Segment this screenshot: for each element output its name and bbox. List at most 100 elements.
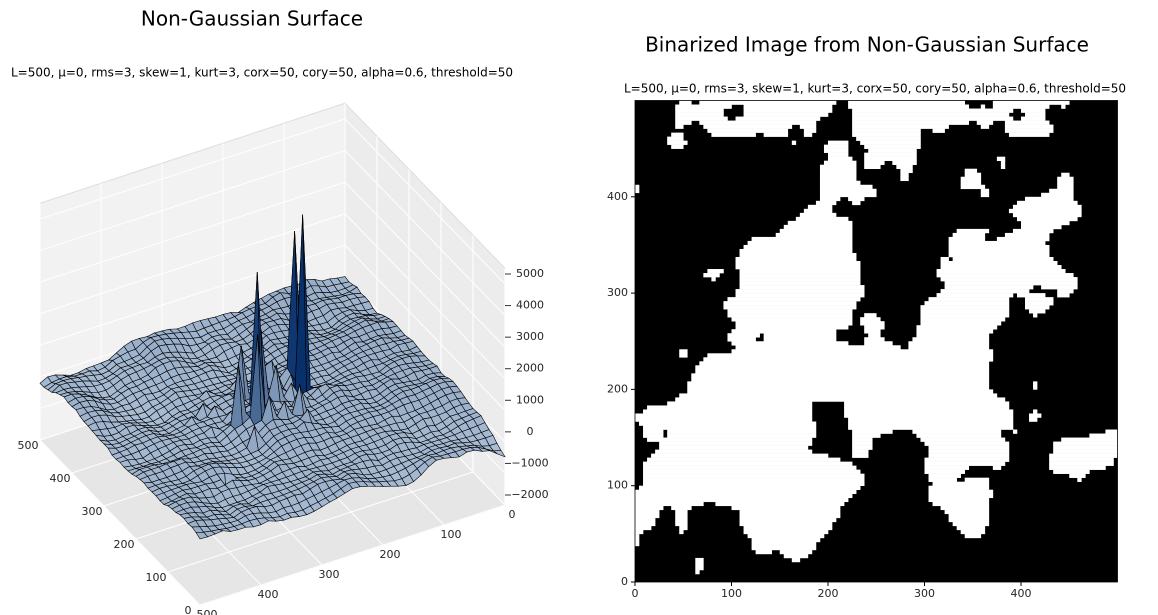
axes-frame xyxy=(634,100,1118,583)
image-pixels xyxy=(643,473,865,478)
image-pixels xyxy=(819,192,877,198)
image-pixels xyxy=(932,481,990,486)
image-pixels xyxy=(852,112,1010,117)
image-pixels xyxy=(687,389,994,394)
image-pixels xyxy=(643,461,853,466)
image-pixels xyxy=(735,116,821,121)
image-pixels xyxy=(1012,212,1082,218)
image-pixels xyxy=(703,357,994,362)
image-pixels xyxy=(739,269,861,274)
image-pixels xyxy=(944,509,990,515)
image-pixels xyxy=(1041,192,1074,198)
image-pixels xyxy=(691,373,990,378)
image-pixels xyxy=(948,513,990,519)
image-pixels xyxy=(928,477,957,482)
image-pixels xyxy=(675,517,688,523)
image-pixels xyxy=(643,477,865,482)
image-pixels xyxy=(691,377,990,382)
image-pixels xyxy=(1057,293,1070,298)
image-pixels xyxy=(635,521,656,527)
image-pixels xyxy=(960,529,986,535)
image-pixels xyxy=(783,224,853,230)
image-pixels xyxy=(791,557,801,563)
image-pixels xyxy=(1000,160,1006,165)
image-pixels xyxy=(1025,301,1054,306)
image-pixels xyxy=(852,132,921,137)
x-tick-label: 200 xyxy=(818,587,839,600)
image-pixels xyxy=(916,433,1002,438)
image-pixels xyxy=(735,256,857,262)
image-pixels xyxy=(675,104,732,109)
image-pixels xyxy=(643,465,857,470)
image-pixels xyxy=(667,140,688,145)
image-pixels xyxy=(679,100,692,105)
z-tick-label: 2000 xyxy=(516,362,544,375)
image-pixels xyxy=(900,168,913,174)
image-pixels xyxy=(864,341,893,346)
image-pixels xyxy=(731,349,994,354)
x-tick-label: 400 xyxy=(50,472,71,485)
image-pixels xyxy=(739,509,841,515)
image-pixels xyxy=(819,188,877,194)
image-pixels xyxy=(643,409,813,414)
image-pixels xyxy=(848,100,966,105)
image-pixels xyxy=(912,337,990,342)
image-pixels xyxy=(1053,441,1118,446)
image-pixels xyxy=(960,184,986,190)
image-pixels xyxy=(667,401,813,406)
image-pixels xyxy=(1033,409,1038,414)
y-tick-label: 200 xyxy=(607,382,628,395)
image-pixels xyxy=(1057,289,1074,294)
image-pixels xyxy=(635,505,664,511)
image-pixels xyxy=(763,333,837,338)
image-pixels xyxy=(707,269,724,274)
image-pixels xyxy=(711,277,716,282)
image-pixels xyxy=(928,485,990,491)
image-pixels xyxy=(848,417,1014,422)
image-pixels xyxy=(940,289,1030,294)
image-pixels xyxy=(791,140,797,145)
image-pixels xyxy=(731,317,853,322)
image-pixels xyxy=(1089,433,1118,438)
image-pixels xyxy=(864,164,881,170)
image-pixels xyxy=(928,497,990,503)
image-pixels xyxy=(860,317,881,322)
x-tick-label: 100 xyxy=(146,571,167,584)
image-pixels xyxy=(659,445,809,450)
image-pixels xyxy=(671,132,684,137)
y-tick-label: 100 xyxy=(607,479,628,492)
image-pixels xyxy=(803,128,817,133)
image-pixels xyxy=(956,525,986,531)
image-pixels xyxy=(1049,457,1114,462)
image-pixels xyxy=(1025,297,1054,302)
image-pixels xyxy=(980,188,990,194)
image-pixels xyxy=(828,156,853,161)
left-title: Non-Gaussian Surface xyxy=(141,7,363,31)
image-pixels xyxy=(1053,445,1118,450)
image-pixels xyxy=(912,429,1002,434)
image-pixels xyxy=(1029,413,1042,418)
image-pixels xyxy=(920,313,1010,318)
image-pixels xyxy=(763,132,789,137)
image-pixels xyxy=(635,533,640,539)
image-pixels xyxy=(1105,429,1118,434)
image-pixels xyxy=(1041,285,1078,290)
image-pixels xyxy=(707,128,789,133)
image-pixels xyxy=(936,293,1014,298)
image-pixels xyxy=(848,425,1014,430)
image-pixels xyxy=(1016,200,1078,206)
image-pixels xyxy=(735,289,865,294)
image-pixels xyxy=(864,144,921,149)
image-pixels xyxy=(1057,184,1074,190)
right-subtitle: L=500, μ=0, rms=3, skew=1, kurt=3, corx=… xyxy=(624,82,1126,96)
image-pixels xyxy=(803,132,813,137)
image-pixels xyxy=(948,517,990,523)
image-pixels xyxy=(787,220,853,226)
image-pixels xyxy=(952,256,1054,262)
image-pixels xyxy=(675,120,692,125)
image-pixels xyxy=(860,140,921,145)
image-pixels xyxy=(1021,116,1046,121)
image-pixels xyxy=(864,325,885,330)
image-pixels xyxy=(1049,188,1074,194)
